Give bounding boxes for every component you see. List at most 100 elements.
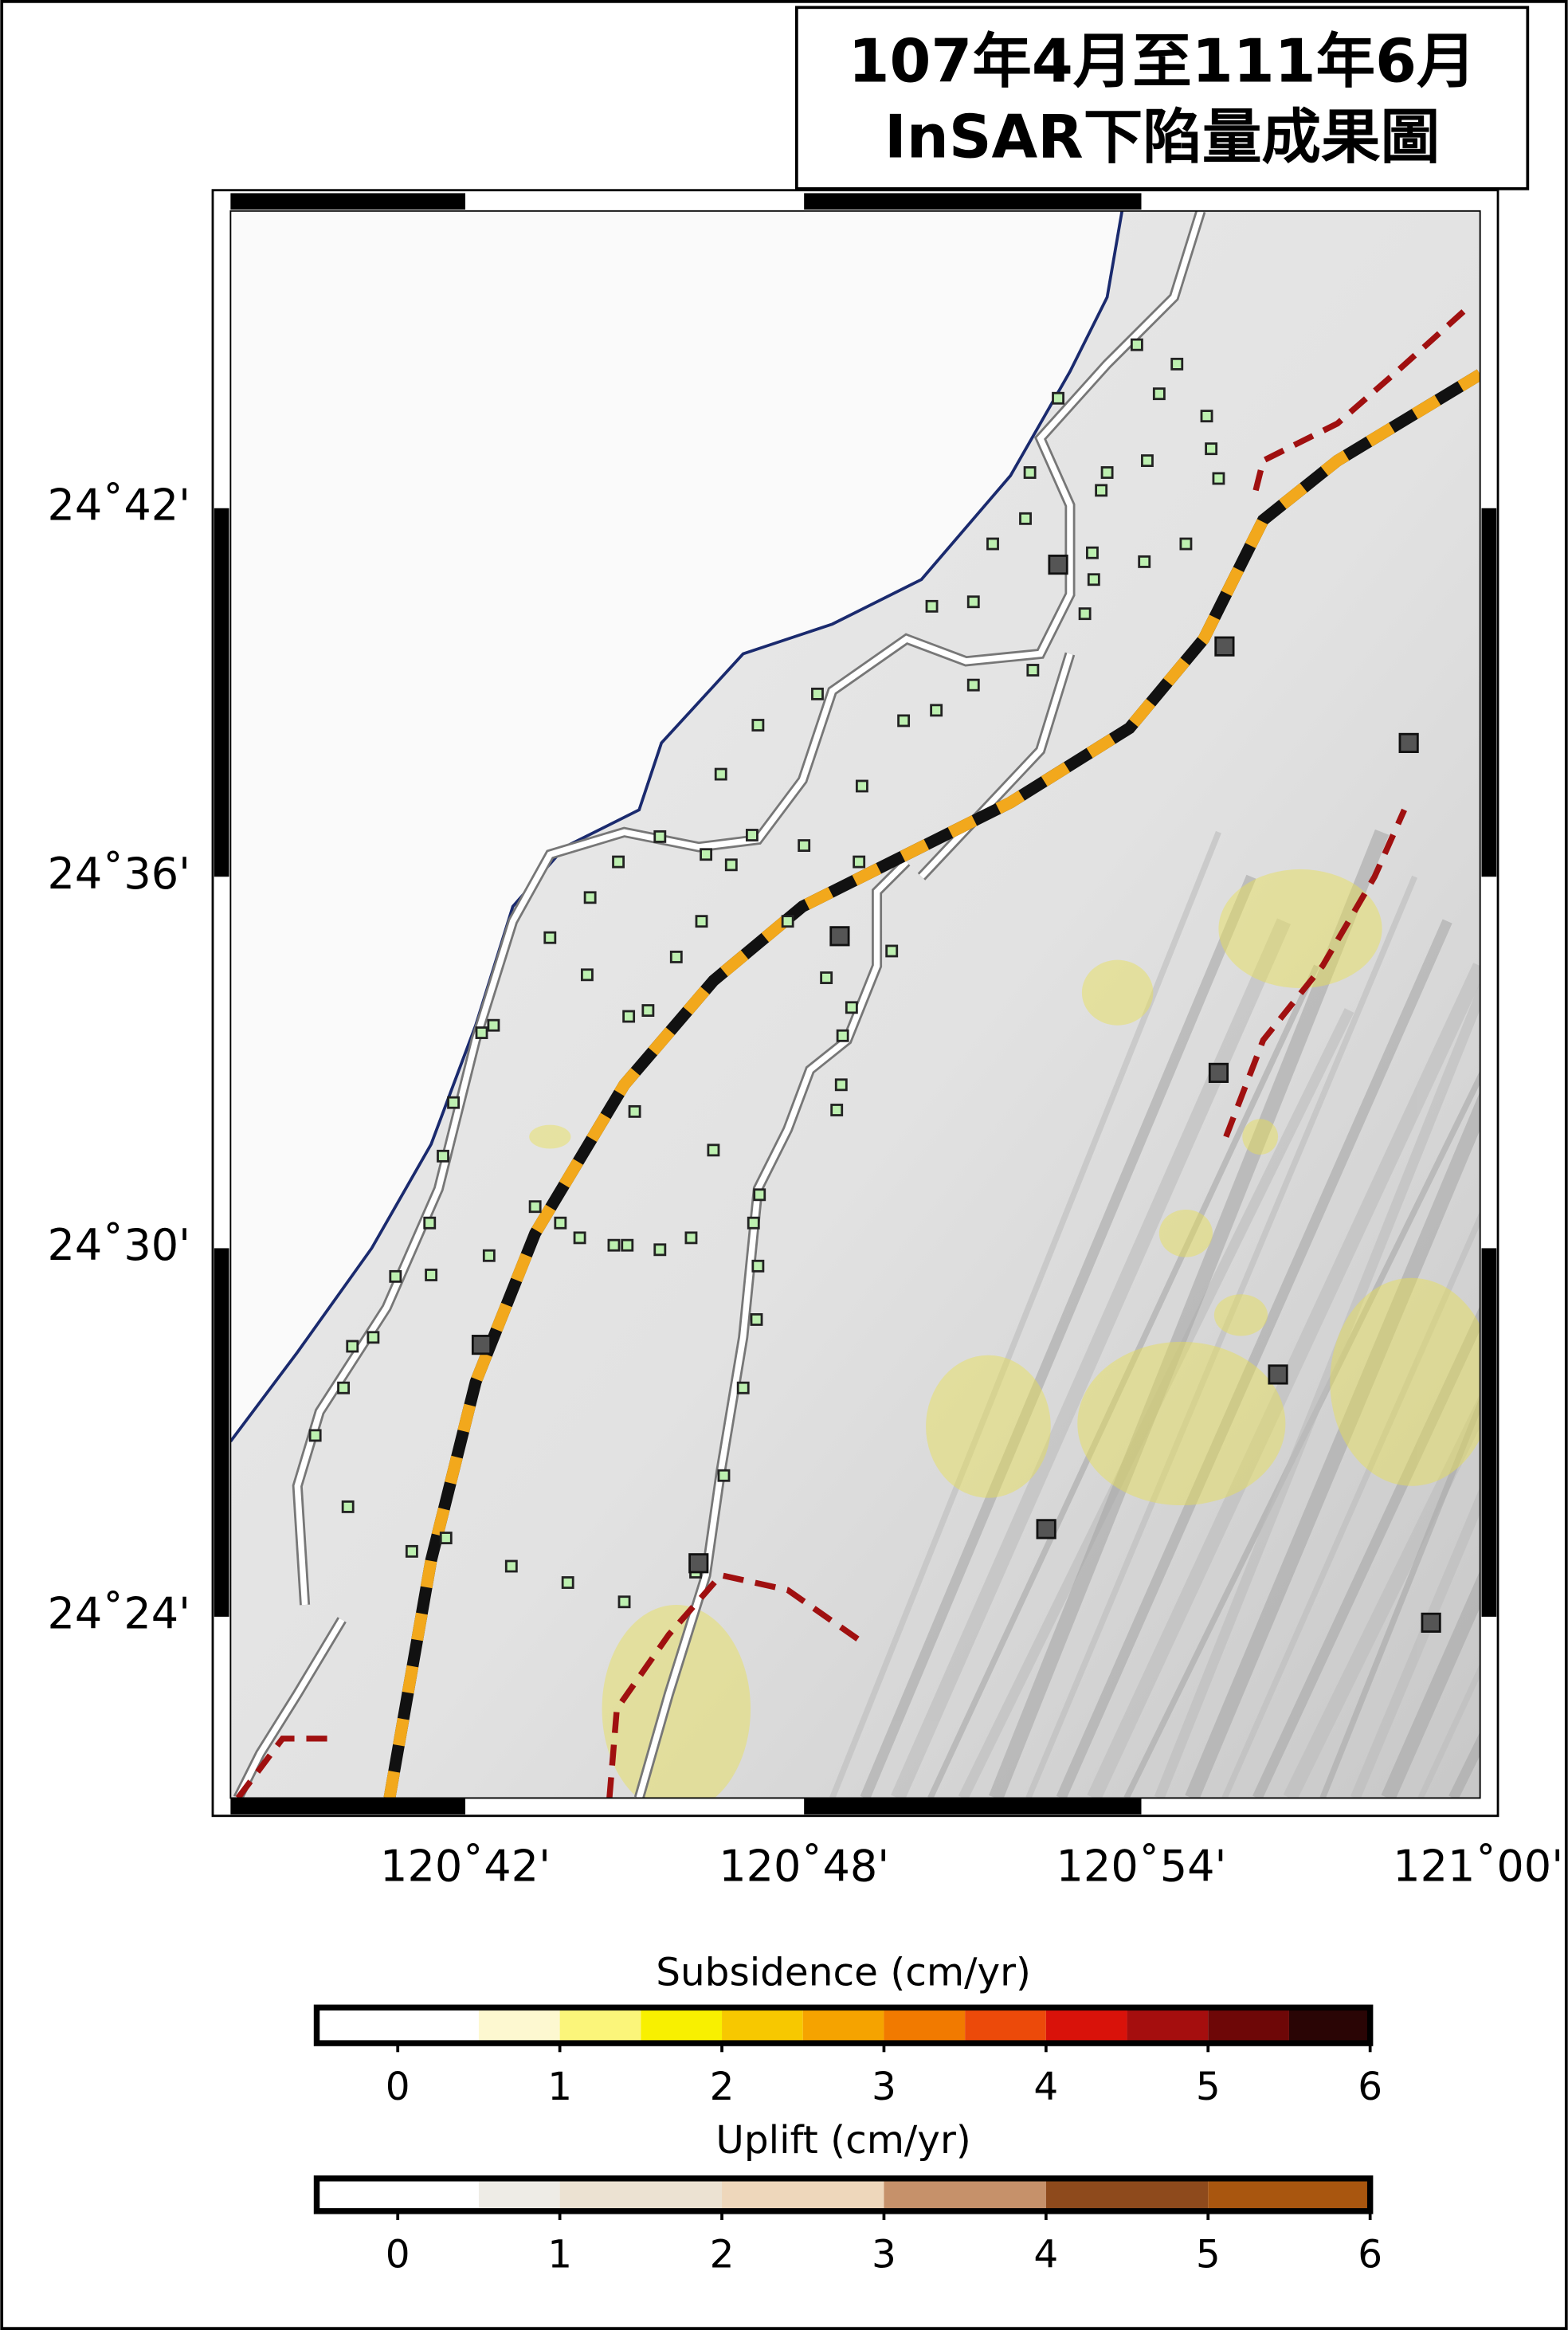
station [543, 931, 557, 944]
station [1179, 537, 1193, 551]
gnss-station [1036, 1519, 1056, 1540]
station [341, 1500, 355, 1513]
frame-band [804, 193, 1142, 210]
station [423, 1216, 437, 1230]
station [504, 1559, 518, 1573]
fault [1223, 808, 1407, 1138]
frame-band [804, 1798, 1142, 1814]
station [641, 1004, 655, 1017]
frame-band [230, 1798, 466, 1814]
colorbar-tick-label: 0 [386, 2065, 410, 2109]
ridge [1252, 1305, 1480, 1798]
colorbar-segment [1045, 2007, 1127, 2044]
gnss-station [471, 1335, 492, 1355]
colorbar-segment [1208, 2178, 1370, 2211]
station [580, 968, 594, 982]
station [425, 1269, 438, 1281]
station [475, 1026, 488, 1039]
station [855, 779, 868, 793]
station [751, 719, 765, 732]
lon-label: 120˚54' [1056, 1842, 1227, 1892]
station [1200, 410, 1213, 423]
station [612, 855, 625, 869]
gnss-station [1214, 636, 1235, 657]
fault [235, 1736, 335, 1798]
station [820, 971, 833, 984]
station [1026, 664, 1040, 677]
station [695, 915, 708, 928]
station [346, 1340, 359, 1353]
gnss-station [1268, 1364, 1288, 1385]
colorbar-segment [478, 2178, 560, 2211]
station [437, 1149, 449, 1163]
colorbar-tick-label: 6 [1358, 2065, 1382, 2109]
road [919, 653, 1073, 879]
colorbar-border [313, 2175, 1374, 2214]
station [853, 855, 866, 869]
station [337, 1381, 351, 1394]
colorbar-segment [884, 2178, 1046, 2211]
colorbar-segment [316, 2178, 479, 2211]
station [561, 1576, 574, 1589]
subsidence-patch [1158, 1209, 1213, 1257]
colorbar-segment [1045, 2178, 1209, 2211]
subsidence-patch [1077, 1341, 1286, 1506]
station [707, 1143, 720, 1157]
station [845, 1001, 858, 1014]
colorbar-segment [1127, 2007, 1209, 2044]
lon-label: 120˚48' [719, 1842, 889, 1892]
subsidence-patch [926, 1355, 1051, 1498]
station [1100, 466, 1114, 479]
lon-label: 121˚00' [1393, 1842, 1563, 1892]
colorbar-title: Uplift (cm/yr) [715, 2118, 970, 2163]
gnss-station [1421, 1612, 1441, 1633]
ridge [1185, 1091, 1480, 1798]
colorbar-segment [559, 2007, 641, 2044]
colorbar-tick-label: 6 [1358, 2233, 1382, 2277]
station [405, 1544, 418, 1558]
station [750, 1313, 763, 1326]
ridge [829, 830, 1221, 1798]
title-line: InSAR下陷量成果圖 [884, 103, 1440, 172]
colorbar-border [313, 2004, 1374, 2046]
ridge [860, 874, 1256, 1798]
gnss-station [1208, 1062, 1229, 1083]
station [885, 944, 899, 958]
colorbar-tick-label: 3 [872, 2233, 896, 2277]
station [447, 1096, 461, 1109]
colorbar-segment [316, 2007, 479, 2044]
station [747, 1216, 760, 1230]
station [925, 599, 939, 613]
station [389, 1269, 402, 1283]
frame-band [214, 508, 229, 877]
title-box [794, 6, 1530, 190]
station [1019, 512, 1032, 525]
colorbar-tick-label: 2 [710, 2233, 735, 2277]
ridge [1381, 1570, 1480, 1798]
frame-band [230, 193, 466, 210]
station [684, 1231, 698, 1245]
colorbar-tick-label: 2 [710, 2065, 735, 2109]
station [573, 1231, 586, 1245]
fault [606, 1571, 864, 1798]
ridge [1283, 1393, 1480, 1798]
coastline [230, 210, 1124, 1442]
ridge [1350, 1486, 1480, 1798]
station [1130, 338, 1143, 351]
gnss-station [688, 1553, 709, 1574]
station [1152, 387, 1166, 401]
ridge [989, 829, 1390, 1798]
colorbar-segment [1208, 2007, 1289, 2044]
station [653, 1243, 667, 1257]
station [830, 1104, 844, 1116]
lat-label: 24˚42' [48, 480, 190, 530]
station [966, 678, 980, 692]
station [714, 767, 727, 781]
subsidence-patch [529, 1124, 571, 1149]
station [930, 704, 943, 717]
lat-label: 24˚36' [48, 849, 190, 899]
station [986, 537, 999, 551]
station [1205, 442, 1218, 456]
colorbar-segment [722, 2007, 803, 2044]
ridge [1056, 919, 1452, 1798]
